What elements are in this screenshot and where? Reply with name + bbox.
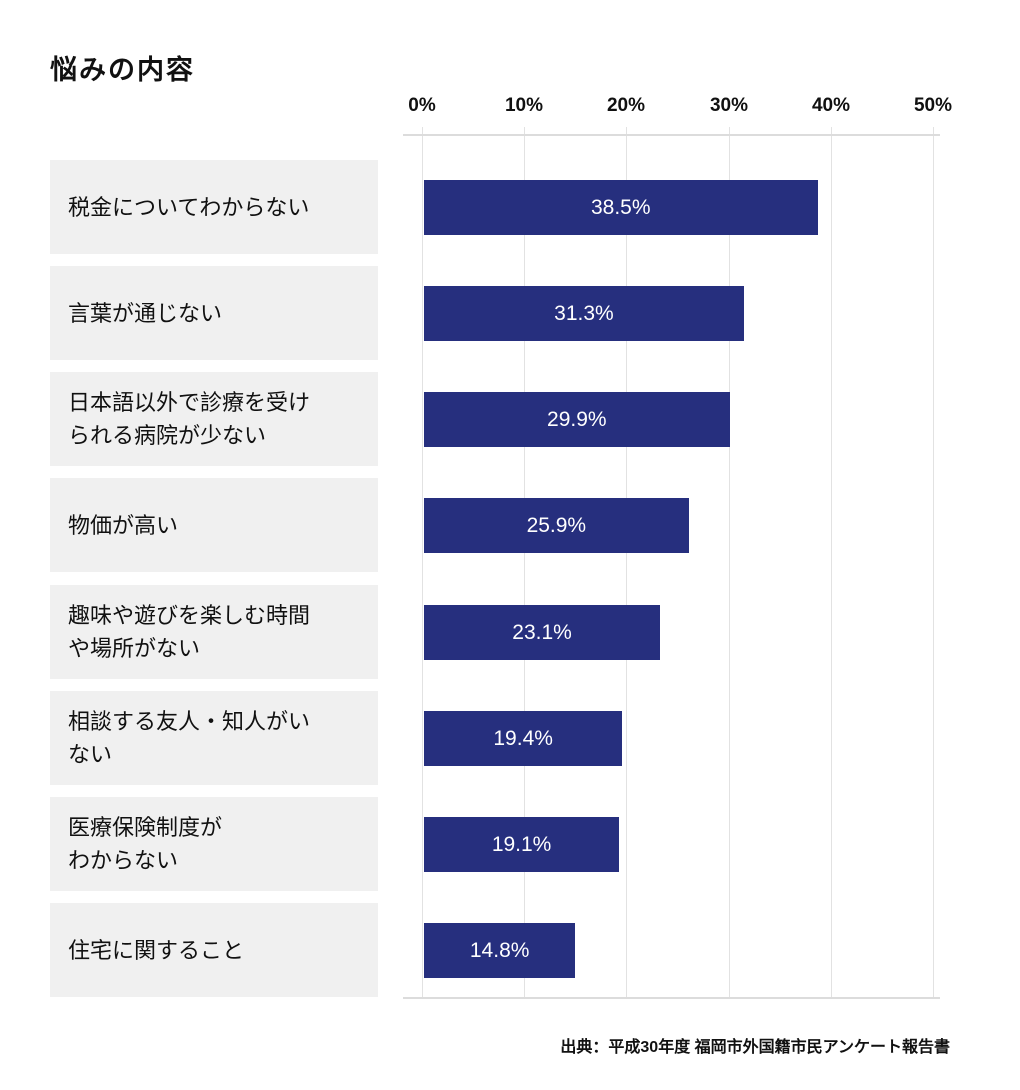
category-label: 言葉が通じない	[50, 266, 378, 360]
gridline	[729, 127, 730, 999]
plot-area	[403, 127, 940, 999]
chart-row: 日本語以外で診療を受け られる病院が少ない 29.9%	[0, 372, 1020, 466]
bar-value-label: 23.1%	[512, 620, 572, 644]
x-tick-label: 20%	[606, 95, 646, 116]
chart-row: 医療保険制度が わからない 19.1%	[0, 797, 1020, 891]
bar: 14.8%	[424, 923, 576, 978]
bar-value-label: 38.5%	[590, 195, 651, 219]
bar: 23.1%	[424, 605, 661, 660]
chart-row: 物価が高い 25.9%	[0, 478, 1020, 572]
category-label: 日本語以外で診療を受け られる病院が少ない	[50, 372, 378, 466]
x-tick-label: 50%	[913, 95, 953, 116]
bar-value-label: 19.1%	[491, 832, 552, 856]
bar-value-label: 31.3%	[554, 301, 614, 325]
category-label: 医療保険制度が わからない	[50, 797, 378, 891]
bar: 19.1%	[424, 817, 620, 872]
gridline	[933, 127, 934, 999]
bar: 25.9%	[424, 498, 689, 553]
bar: 29.9%	[424, 392, 730, 447]
bar-value-label: 14.8%	[469, 938, 530, 962]
bar: 38.5%	[424, 180, 818, 235]
chart-title: 悩みの内容	[50, 55, 195, 85]
bar-value-label: 29.9%	[547, 407, 607, 431]
chart-row: 趣味や遊びを楽しむ時間 や場所がない 23.1%	[0, 585, 1020, 679]
source-attribution: 出典：平成30年度 福岡市外国籍市民アンケート報告書	[560, 1039, 950, 1056]
bar: 31.3%	[424, 286, 744, 341]
category-label: 住宅に関すること	[50, 903, 378, 997]
gridline	[422, 127, 423, 999]
category-label: 税金についてわからない	[50, 160, 378, 254]
bottom-axis-line	[403, 997, 940, 999]
x-tick-label: 40%	[811, 95, 851, 116]
bar-value-label: 25.9%	[526, 513, 587, 537]
x-tick-label: 10%	[504, 95, 544, 116]
chart-row: 住宅に関すること 14.8%	[0, 903, 1020, 997]
category-label: 趣味や遊びを楽しむ時間 や場所がない	[50, 585, 378, 679]
top-axis-line	[403, 134, 940, 136]
x-tick-label: 0%	[408, 95, 436, 116]
category-label: 相談する友人・知人がい ない	[50, 691, 378, 785]
gridline	[524, 127, 525, 999]
bar-value-label: 19.4%	[493, 726, 553, 750]
bar: 19.4%	[424, 711, 623, 766]
chart-row: 言葉が通じない 31.3%	[0, 266, 1020, 360]
chart-row: 税金についてわからない 38.5%	[0, 160, 1020, 254]
gridline	[831, 127, 832, 999]
gridline	[626, 127, 627, 999]
category-label: 物価が高い	[50, 478, 378, 572]
x-tick-label: 30%	[709, 95, 749, 116]
chart-row: 相談する友人・知人がい ない 19.4%	[0, 691, 1020, 785]
